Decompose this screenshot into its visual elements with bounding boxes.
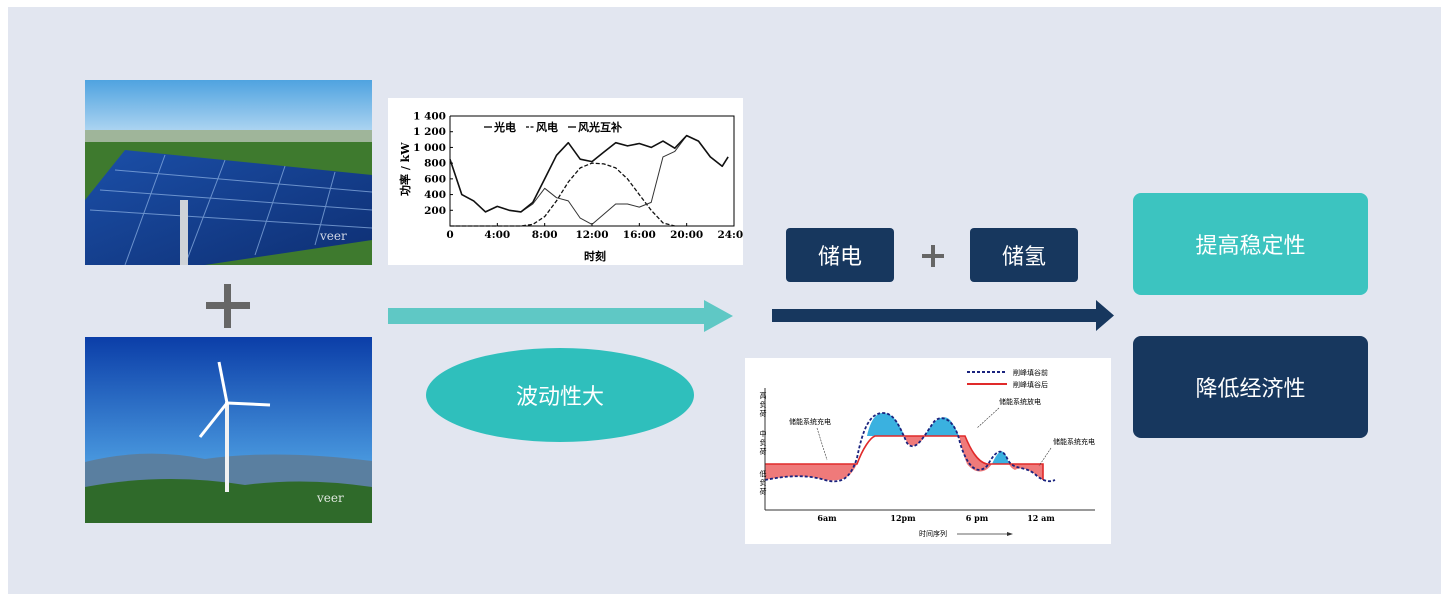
chart1-y-tick-label: 200 xyxy=(424,205,446,217)
chart1-y-tick-label: 400 xyxy=(424,189,446,201)
chart1-x-axis-label: 时刻 xyxy=(584,249,606,263)
chart1-legend: 光电 风电 风光互补 xyxy=(484,120,622,134)
chart2-y-label: 中 xyxy=(760,429,767,438)
chart2-legend-label: 削峰填谷后 xyxy=(1013,380,1048,389)
chart1-legend-label: 光电 xyxy=(493,120,516,134)
chart2-charge-area xyxy=(959,436,992,472)
chart1-y-tick-label: 1 200 xyxy=(413,126,446,138)
storage-hydrogen-box: 储氢 xyxy=(970,228,1078,282)
chart2-charge-area xyxy=(765,464,857,481)
chart2-annotation-leader xyxy=(816,427,828,461)
chart2-charge-area xyxy=(905,436,925,446)
chart1-series xyxy=(449,134,729,227)
chart2-discharge-area xyxy=(925,417,959,436)
chart2-legend-label: 削峰填谷前 xyxy=(1013,368,1048,377)
chart2-x-tick-label: 6 pm xyxy=(966,513,989,523)
chart1-series-光电 xyxy=(450,162,675,227)
chart2-y-label: 荷 xyxy=(760,487,767,496)
peak-shaving-chart: 削峰填谷前 削峰填谷后高负荷中负荷低负荷 6am 12pm 6 pm 12 am 时间序列储… xyxy=(745,358,1111,544)
wind-turbine-photo: veer xyxy=(85,337,372,523)
chart2-discharge-area xyxy=(867,413,905,436)
storage-power-box: 储电 xyxy=(786,228,894,282)
chart2-before-line xyxy=(764,412,1056,483)
chart1-x-tick-label: 0 xyxy=(446,229,453,241)
fluctuation-ellipse: 波动性大 xyxy=(426,348,694,442)
chart1-legend-label: 风光互补 xyxy=(578,120,622,134)
chart2-x-tick-label: 12 am xyxy=(1027,513,1055,523)
chart2-x-axis-label: 时间序列 xyxy=(919,529,947,538)
reduce-cost-box: 降低经济性 xyxy=(1133,336,1368,438)
plus-icon xyxy=(206,284,250,328)
chart2-y-label: 负 xyxy=(760,438,767,447)
chart1-x-tick-label: 12:00 xyxy=(575,229,608,241)
chart2-axes xyxy=(764,388,1095,511)
chart2-y-label: 负 xyxy=(760,400,767,409)
chart2-y-label: 高 xyxy=(760,391,767,400)
chart1-ticks: 0 4:00 8:00 12:00 16:00 20:00 24:00 200 400 600 80… xyxy=(413,111,750,242)
chart1-x-tick-label: 20:00 xyxy=(670,229,703,241)
chart2-annotation-leader xyxy=(976,407,1000,429)
chart1-y-tick-label: 1 000 xyxy=(413,142,446,154)
chart2-area xyxy=(764,412,1056,483)
chart1-series-风光互补 xyxy=(449,134,729,213)
chart2-y-label: 荷 xyxy=(760,409,767,418)
chart1-x-tick-label: 16:00 xyxy=(623,229,656,241)
chart2-y-label: 荷 xyxy=(760,447,767,456)
plus-small-icon xyxy=(922,245,944,267)
chart2-x-arrow-head xyxy=(1007,532,1013,536)
chart1-series-风电 xyxy=(449,135,729,225)
chart1-x-tick-label: 8:00 xyxy=(532,229,558,241)
solar-watermark: veer xyxy=(319,229,347,243)
chart2-annotation: 储能系统充电 xyxy=(1053,437,1095,446)
chart1-y-tick-label: 800 xyxy=(424,158,446,170)
chart2-annotation-leader xyxy=(1038,447,1052,467)
chart2-after-line xyxy=(765,435,1044,480)
chart1-x-tick-label: 4:00 xyxy=(484,229,510,241)
chart2-y-label: 低 xyxy=(760,469,767,478)
chart2-annotation: 储能系统放电 xyxy=(999,397,1041,406)
chart1-x-tick-label: 24:00 xyxy=(717,229,743,241)
chart1-y-tick-label: 1 400 xyxy=(413,111,446,123)
wind-watermark: veer xyxy=(316,491,344,505)
chart2-x-tick-label: 12pm xyxy=(890,513,916,523)
teal-arrow xyxy=(388,300,733,332)
chart1-legend-label: 风电 xyxy=(536,120,558,134)
chart1-y-tick-label: 600 xyxy=(424,173,446,185)
navy-arrow xyxy=(772,300,1114,331)
solar-panel-photo: veer xyxy=(85,80,372,265)
power-line-chart: 0 4:00 8:00 12:00 16:00 20:00 24:00 200 400 600 80… xyxy=(388,98,751,265)
chart1-y-axis-label: 功率 / kW xyxy=(398,142,412,196)
chart2-annotation: 储能系统充电 xyxy=(789,417,831,426)
chart2-x-tick-label: 6am xyxy=(817,513,837,523)
improve-stability-box: 提高稳定性 xyxy=(1133,193,1368,295)
chart2-y-label: 负 xyxy=(760,478,767,487)
